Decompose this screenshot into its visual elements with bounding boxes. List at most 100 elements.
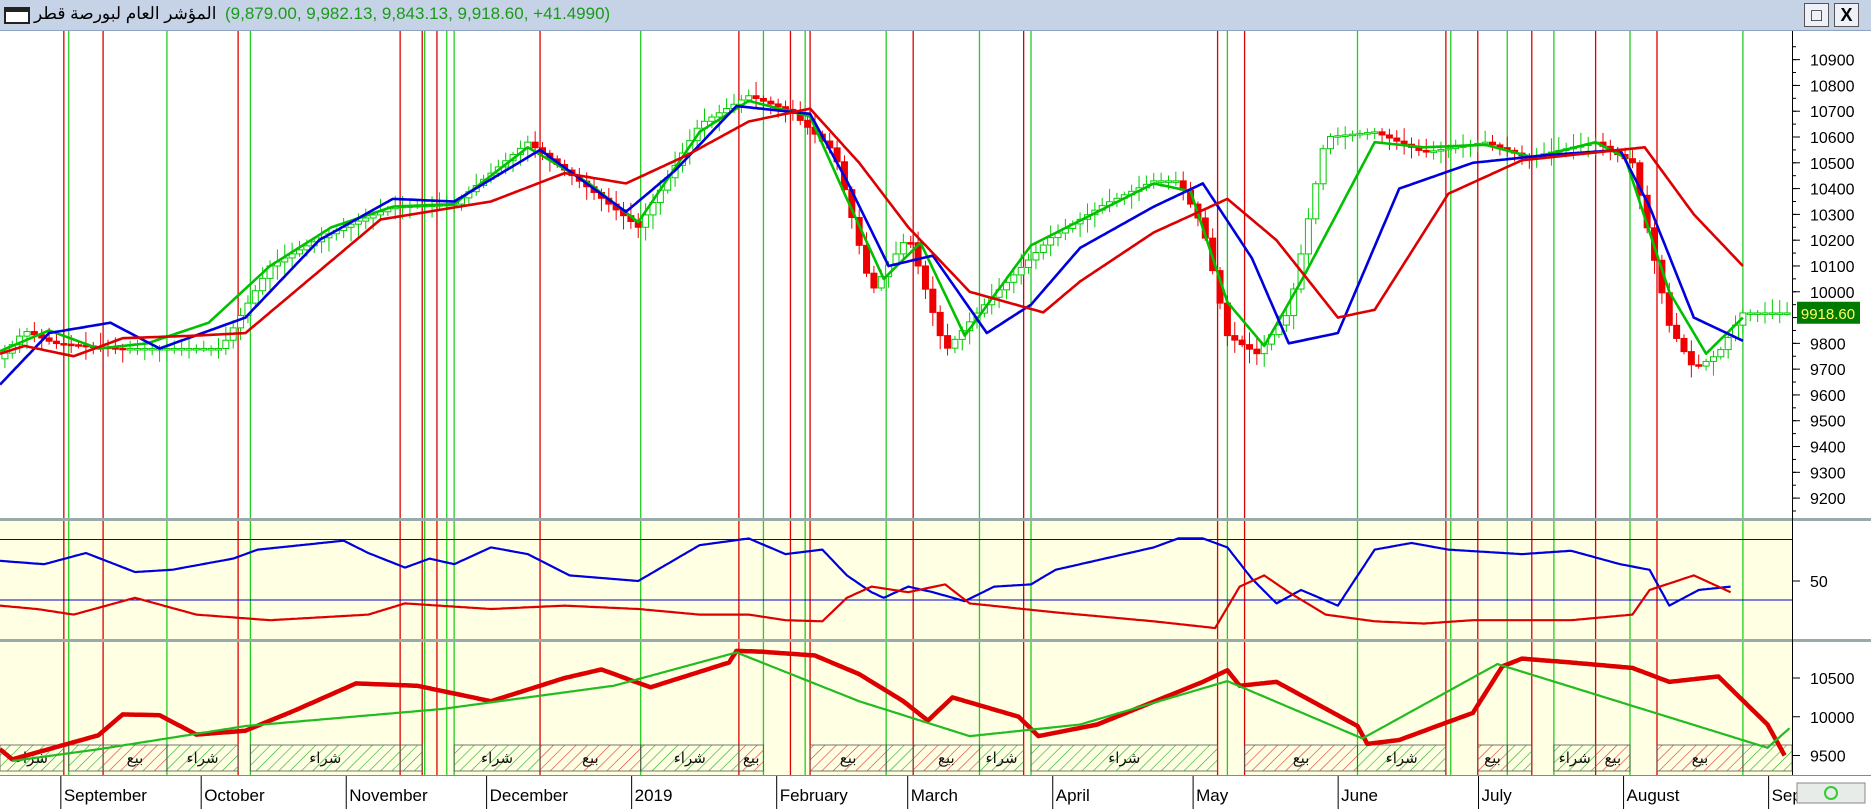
axis-tick-label: 10700 (1810, 104, 1855, 121)
candle-body (214, 348, 222, 351)
indicator-series-line (12, 651, 1791, 762)
close-button[interactable]: X (1834, 3, 1859, 27)
last-value-label: 9918.60 (1801, 306, 1855, 323)
candle-body (1702, 360, 1710, 367)
band-label: بيع (743, 749, 760, 767)
candle-body (1695, 364, 1703, 367)
band-label: شراء (186, 749, 218, 767)
candle-body (1385, 134, 1393, 139)
indicator-series-line (0, 537, 1731, 607)
month-label: Sep (1772, 786, 1802, 805)
candle-body (1717, 349, 1725, 358)
candle-body (914, 242, 922, 267)
candle-body (1489, 141, 1497, 146)
signal-band (979, 744, 1025, 772)
candle-body (1253, 348, 1261, 355)
candle-body (1437, 149, 1445, 152)
candle-body (870, 272, 878, 289)
candle-body (222, 339, 230, 350)
axis-tick-label: 10800 (1810, 78, 1855, 95)
candle-body (1673, 324, 1681, 339)
axis-tick-label: 9300 (1810, 465, 1846, 482)
candle-body (67, 343, 75, 347)
band-label: بيع (840, 749, 857, 767)
maximize-button[interactable]: □ (1804, 3, 1829, 27)
candle-body (929, 288, 937, 313)
signal-band-row: شراء بيع شراء شراء شراء بيع شراء بيع بيع بيع شراء ش… (0, 744, 1793, 772)
chart-area[interactable]: شراء بيع شراء شراء شراء بيع شراء بيع بيع بيع شراء ش… (0, 31, 1871, 809)
candle-body (295, 249, 303, 255)
candle-body (185, 348, 193, 351)
axis-tick-label: 10900 (1810, 53, 1855, 70)
candle-body (133, 348, 141, 351)
month-label: April (1056, 786, 1090, 805)
signal-band (1595, 744, 1631, 772)
candle-body (347, 223, 355, 228)
candle-body (1032, 252, 1040, 261)
band-label: شراء (481, 749, 513, 767)
candle-body (1636, 162, 1644, 196)
candle-body (170, 348, 178, 351)
candle-body (1378, 131, 1386, 136)
candle-body (251, 290, 259, 304)
candle-body (1025, 259, 1033, 268)
candle-body (1680, 337, 1688, 353)
candle-body (45, 337, 53, 342)
candle-body (303, 245, 311, 251)
axis-tick-label: 10500 (1810, 671, 1855, 688)
candle-body (774, 103, 782, 108)
signal-band (399, 744, 423, 772)
candle-body (1223, 302, 1231, 337)
candle-body (723, 108, 731, 114)
month-label: 2019 (635, 786, 673, 805)
candle-body (1356, 132, 1364, 136)
month-label: July (1482, 786, 1513, 805)
candle-body (1304, 218, 1312, 255)
candle-body (745, 95, 753, 101)
candle-body (759, 97, 767, 102)
candle-body (1776, 312, 1784, 315)
month-label: November (349, 786, 428, 805)
axis-tick-label: 10600 (1810, 130, 1855, 147)
candle-body (1754, 312, 1762, 315)
maximize-icon: □ (1811, 5, 1822, 25)
scroll-indicator[interactable] (1796, 782, 1866, 804)
band-label: بيع (582, 749, 599, 767)
axis-tick-label: 9700 (1810, 362, 1846, 379)
axis-tick-label: 9500 (1810, 749, 1846, 766)
signal-band (249, 744, 401, 772)
candle-body (907, 242, 915, 245)
smiley-icon (1824, 786, 1838, 800)
indicator-series-line (0, 99, 1744, 355)
axis-tick-label: 10300 (1810, 207, 1855, 224)
band-label: شراء (1559, 749, 1591, 767)
candle-body (1047, 237, 1055, 246)
band-label: شراء (1386, 749, 1418, 767)
signal-band (1357, 744, 1447, 772)
axis-tick-label: 10100 (1810, 259, 1855, 276)
band-label: بيع (127, 749, 144, 767)
candle-body (1761, 312, 1769, 315)
axis-tick-label: 10200 (1810, 233, 1855, 250)
candle-body (863, 244, 871, 274)
signal-band (166, 744, 239, 772)
month-label: September (64, 786, 147, 805)
candle-body (921, 265, 929, 290)
candle-body (200, 348, 208, 351)
instrument-name: المؤشر العام لبورصة قطر (34, 4, 217, 23)
candle-body (1312, 183, 1320, 220)
month-label: March (911, 786, 958, 805)
candle-body (531, 141, 539, 149)
candle-body (804, 119, 812, 128)
candle-body (1002, 281, 1010, 291)
month-label: May (1196, 786, 1229, 805)
candle-body (1290, 288, 1298, 317)
window-icon[interactable] (4, 7, 30, 24)
candle-body (715, 112, 723, 118)
candle-body (1422, 149, 1430, 153)
candle-body (1231, 335, 1239, 341)
candle-body (1238, 339, 1246, 346)
candle-body (23, 331, 31, 337)
signal-band (453, 744, 541, 772)
candle-body (259, 277, 267, 292)
